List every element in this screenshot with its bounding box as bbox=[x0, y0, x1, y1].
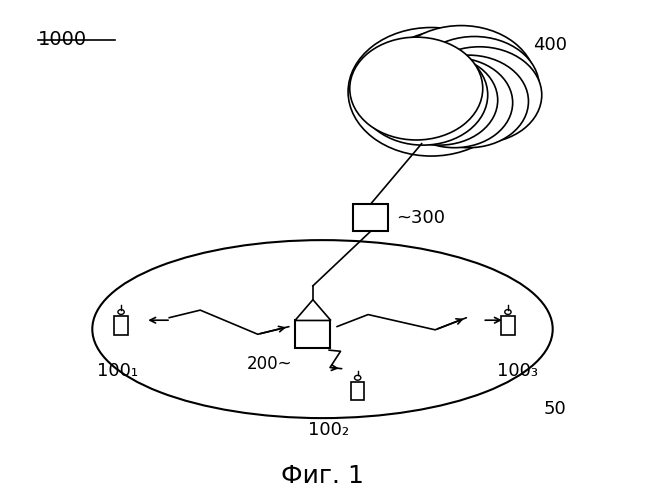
Text: 400: 400 bbox=[533, 36, 568, 54]
Bar bbox=[351, 382, 364, 400]
Bar bbox=[295, 320, 330, 347]
Polygon shape bbox=[295, 300, 331, 320]
Text: 1000: 1000 bbox=[38, 30, 87, 49]
Bar bbox=[353, 204, 388, 232]
Bar bbox=[501, 316, 515, 334]
Text: 50: 50 bbox=[543, 400, 566, 418]
Text: 100₂: 100₂ bbox=[308, 420, 350, 438]
Circle shape bbox=[355, 376, 361, 380]
Text: ~300: ~300 bbox=[396, 209, 444, 227]
Ellipse shape bbox=[92, 240, 553, 418]
Circle shape bbox=[118, 310, 124, 314]
Circle shape bbox=[505, 310, 511, 314]
Text: 200~: 200~ bbox=[246, 355, 292, 373]
Text: 100₁: 100₁ bbox=[97, 362, 139, 380]
Text: 100₃: 100₃ bbox=[497, 362, 538, 380]
Text: Фиг. 1: Фиг. 1 bbox=[281, 464, 364, 488]
Bar bbox=[114, 316, 128, 334]
